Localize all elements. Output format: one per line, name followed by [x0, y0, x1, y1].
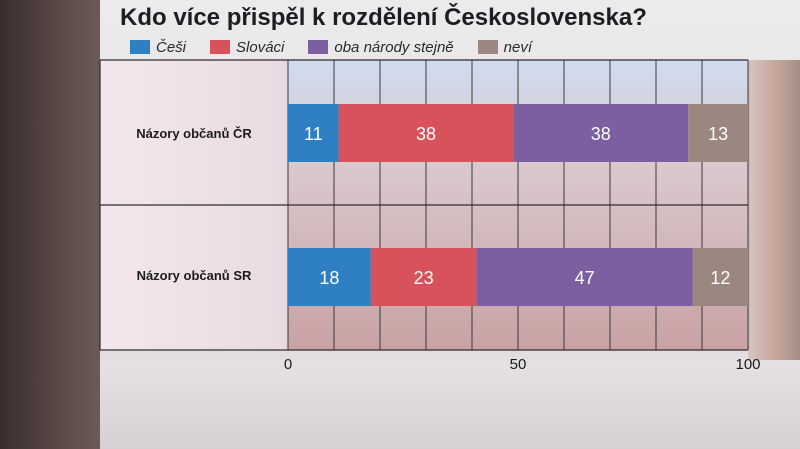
legend-item-slovaci: Slováci: [210, 38, 284, 56]
legend-item-oba: oba národy stejně: [308, 38, 454, 56]
background-right-panel: [748, 60, 800, 360]
legend-label-slovaci: Slováci: [236, 38, 285, 56]
bar-value-label: 38: [591, 124, 611, 144]
background-left-panel: [0, 0, 100, 449]
bar-value-label: 47: [575, 268, 595, 288]
legend-swatch-nevi: [477, 40, 498, 54]
bar-value-label: 11: [304, 124, 323, 144]
bar-value-label: 13: [708, 124, 728, 144]
bar-value-label: 12: [710, 268, 730, 288]
bar-value-label: 23: [414, 268, 434, 288]
legend-label-oba: oba národy stejně: [334, 38, 454, 56]
bar-segment: [338, 104, 514, 162]
legend-swatch-cesi: [130, 40, 150, 54]
bar-segment: [288, 104, 339, 162]
legend-label-cesi: Češi: [156, 38, 187, 56]
bar-segment: [513, 104, 689, 162]
x-tick-label: 50: [510, 356, 527, 373]
bar-segment: [288, 248, 371, 306]
row-label-cr: Názory občanů ČR: [136, 126, 252, 141]
chart-title: Kdo více přispěl k rozdělení Českosloven…: [120, 4, 647, 31]
x-tick-label: 100: [735, 356, 760, 373]
bar-value-label: 18: [319, 268, 339, 288]
legend-label-nevi: neví: [503, 38, 532, 56]
bar-value-label: 38: [416, 124, 436, 144]
bar-segment: [370, 248, 477, 306]
bar-segment: [692, 248, 748, 306]
bar-segment: [476, 248, 693, 306]
legend-swatch-oba: [308, 40, 329, 54]
x-tick-label: 0: [284, 356, 292, 373]
bar-segment: [688, 104, 748, 162]
chart-legend: Češi Slováci oba národy stejně neví: [130, 38, 556, 56]
background-bottom-panel: [100, 360, 800, 449]
legend-item-nevi: neví: [477, 38, 532, 56]
legend-swatch-slovaci: [210, 40, 231, 54]
legend-item-cesi: Češi: [130, 38, 186, 56]
row-label-sr: Názory občanů SR: [136, 268, 252, 283]
